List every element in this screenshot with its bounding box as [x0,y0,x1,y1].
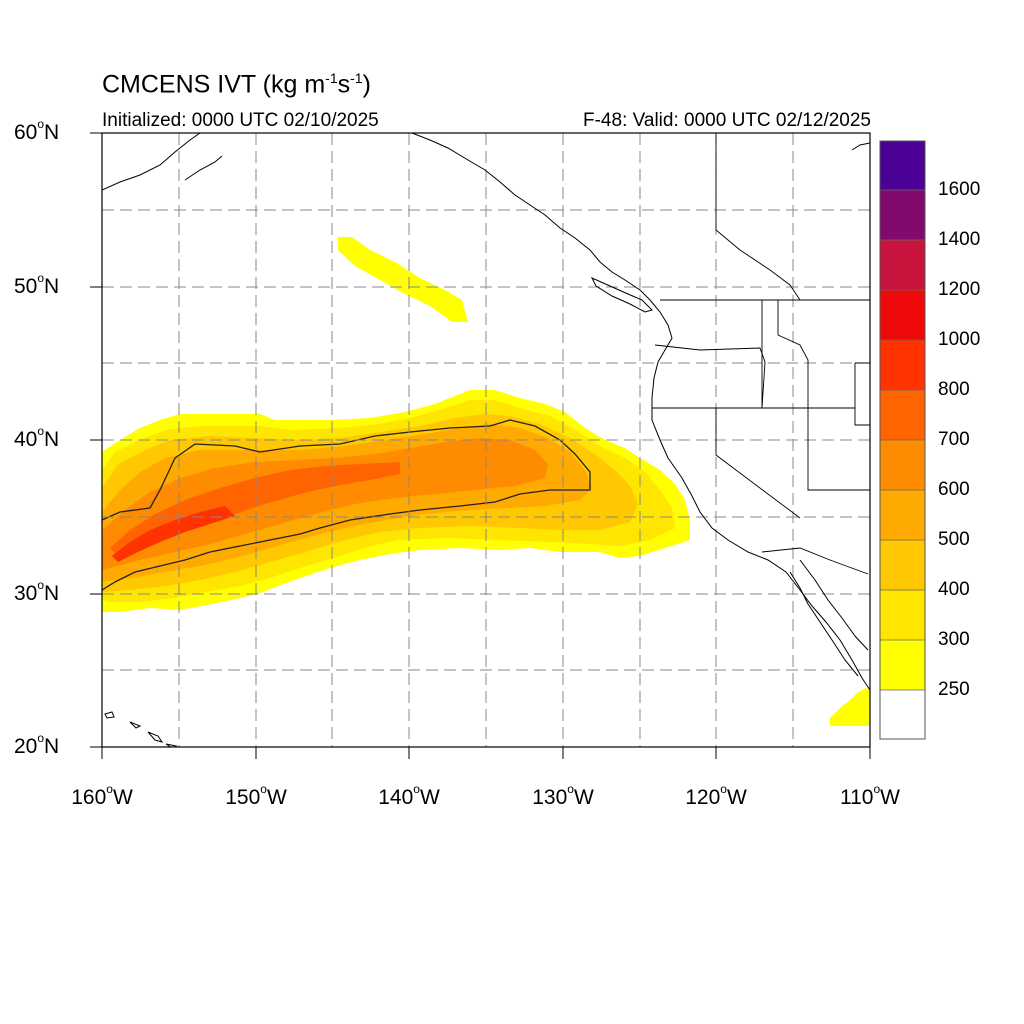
colorbar [879,140,926,740]
lon-label-110w: 110oW [840,782,900,809]
colorbar-label-400: 400 [938,579,970,600]
lat-label-30: 30oN [14,578,60,605]
colorbar-bin-10 [880,190,925,240]
ivt-band-700 [110,462,400,556]
ticks [90,132,871,759]
colorbar-label-1200: 1200 [938,279,981,300]
colorbar-bin-2 [880,590,925,640]
coastlines [102,133,870,747]
colorbar-label-1400: 1400 [938,229,981,250]
ivt-filament-north [338,237,468,322]
colorbar-bin-9 [880,240,925,290]
ivt-contour [102,419,591,591]
colorbar-label-700: 700 [938,429,970,450]
initialized-time: Initialized: 0000 UTC 02/10/2025 [102,110,379,131]
lat-label-20: 20oN [14,731,60,758]
colorbar-label-1000: 1000 [938,329,981,350]
colorbar-bin-8 [880,290,925,340]
ivt-band-800 [112,506,235,562]
lat-label-50: 50oN [14,271,60,298]
valid-time: F-48: Valid: 0000 UTC 02/12/2025 [583,110,871,131]
ivt-patch-south [830,688,870,726]
colorbar-bin-4 [880,490,925,540]
colorbar-bin-0 [880,690,925,739]
colorbar-bin-7 [880,340,925,390]
colorbar-label-250: 250 [938,679,970,700]
lat-label-60: 60oN [14,117,60,144]
colorbar-bin-6 [880,390,925,440]
colorbar-label-300: 300 [938,629,970,650]
colorbar-label-800: 800 [938,379,970,400]
lat-label-40: 40oN [14,424,60,451]
colorbar-bin-3 [880,540,925,590]
colorbar-bin-5 [880,440,925,490]
graticule [102,133,870,747]
lon-label-140w: 140oW [378,782,440,809]
colorbar-label-1600: 1600 [938,179,981,200]
ivt-band-600 [102,438,548,570]
lon-label-150w: 150oW [225,782,287,809]
lon-label-160w: 160oW [71,782,133,809]
colorbar-bin-1 [880,640,925,690]
boundaries [652,133,870,575]
colorbar-label-500: 500 [938,529,970,550]
lon-label-130w: 130oW [532,782,594,809]
colorbar-bin-11 [880,141,925,190]
colorbar-label-600: 600 [938,479,970,500]
map-title: CMCENS IVT (kg m-1s-1) [102,70,371,99]
ivt-shading [102,237,870,726]
lon-label-120w: 120oW [685,782,747,809]
